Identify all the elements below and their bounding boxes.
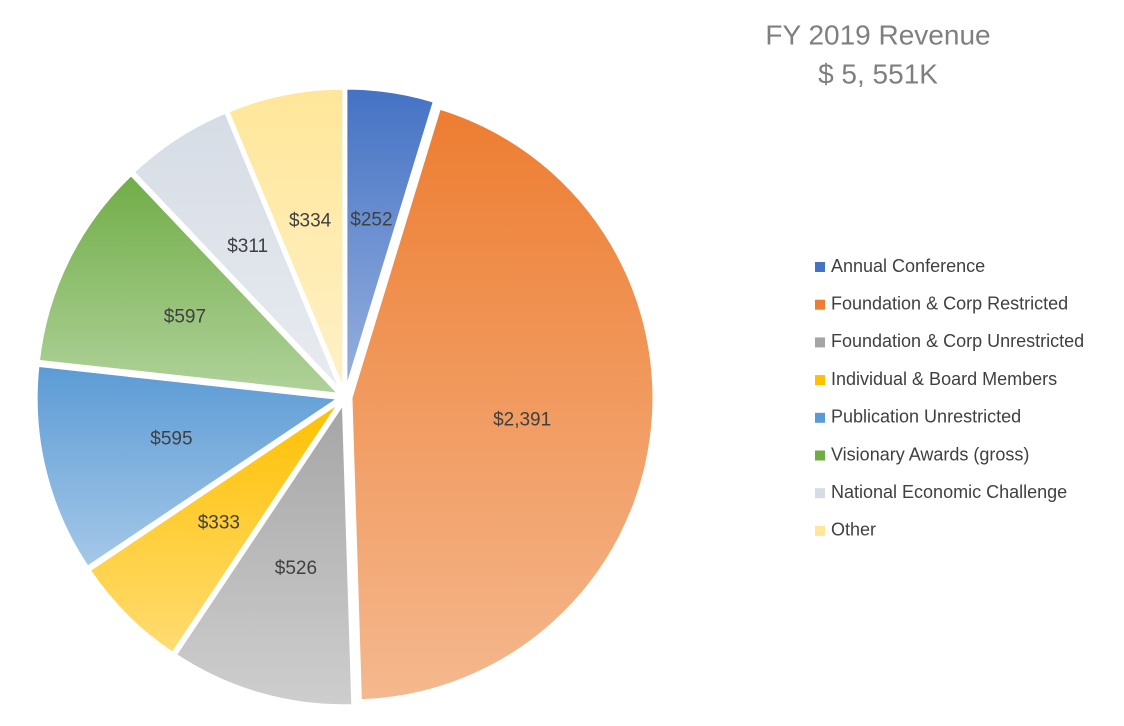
legend-swatch [815,375,825,386]
legend-label: Visionary Awards (gross) [831,444,1029,464]
value-label: $252 [350,209,392,230]
legend-label: Individual & Board Members [831,369,1057,389]
value-label: $595 [150,429,192,450]
pie-slice [87,400,343,656]
legend-swatch [815,299,825,310]
legend-swatch [815,525,825,536]
legend-swatch [815,262,825,272]
pie-slice [344,86,437,392]
value-label: $311 [227,236,268,257]
legend-swatch [815,337,825,348]
value-label: $334 [289,211,332,232]
pie-slice [36,172,344,397]
legend-swatch [815,412,825,423]
value-label: $333 [198,513,240,534]
legend-label: Publication Unrestricted [831,407,1021,427]
value-label: $2,391 [493,410,551,431]
legend-swatch [815,488,825,499]
chart-title: FY 2019 Revenue [765,19,990,50]
legend-label: Annual Conference [831,256,985,276]
pie-slice [225,86,346,392]
legend-label: National Economic Challenge [831,482,1067,502]
chart-subtitle: $ 5, 551K [818,58,938,89]
value-label: $526 [275,558,317,579]
value-label: $597 [164,307,206,328]
legend-label: Foundation & Corp Restricted [831,293,1068,313]
pie-slice [131,110,344,394]
legend-label: Other [831,520,876,540]
pie-slice [173,398,355,708]
legend-swatch [815,450,825,461]
legend-label: Foundation & Corp Unrestricted [831,331,1084,351]
pie-slice [349,106,656,703]
pie-slice [34,363,344,570]
